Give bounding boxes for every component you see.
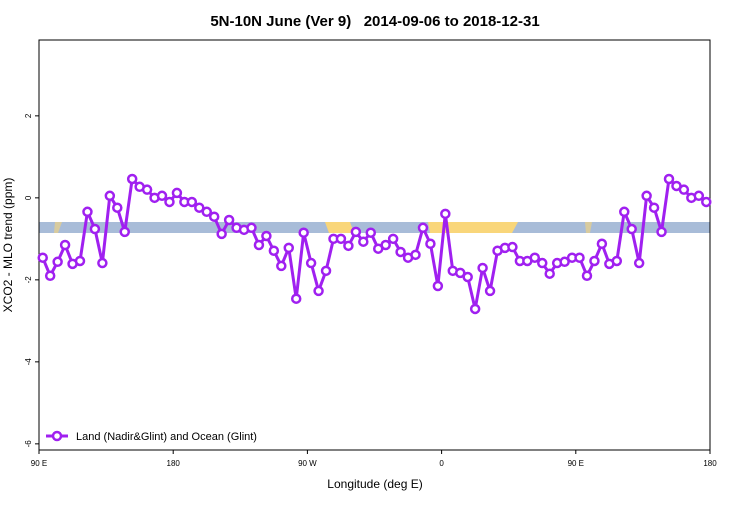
point [641, 190, 652, 202]
point [537, 257, 548, 269]
point [425, 238, 436, 250]
x-tick-label: 180 [703, 459, 717, 468]
point [320, 265, 332, 277]
point [596, 238, 608, 250]
point [156, 190, 168, 202]
point [387, 233, 399, 245]
point [574, 252, 585, 263]
x-tick-label: 0 [439, 459, 444, 468]
point [343, 240, 354, 252]
y-tick-label: 2 [24, 113, 33, 118]
point [253, 239, 265, 251]
point [52, 256, 63, 268]
point [507, 241, 518, 253]
point [693, 190, 705, 202]
point [484, 285, 496, 297]
point [171, 187, 183, 199]
legend-label: Land (Nadir&Glint) and Ocean (Glint) [76, 431, 257, 443]
point [59, 239, 71, 251]
point [74, 255, 86, 267]
point [469, 303, 481, 315]
legend: Land (Nadir&Glint) and Ocean (Glint) [46, 430, 257, 443]
point [246, 222, 257, 234]
point [380, 239, 391, 251]
point [648, 202, 660, 213]
point [395, 246, 406, 258]
point [89, 223, 101, 235]
point [216, 228, 227, 240]
point [44, 270, 56, 281]
point [611, 255, 623, 267]
point [208, 211, 220, 222]
point [186, 196, 198, 208]
land-patch [585, 222, 592, 233]
land-patch [428, 222, 518, 233]
x-tick-label: 90 W [298, 459, 317, 468]
point [194, 202, 205, 213]
point [477, 262, 488, 274]
point [656, 226, 667, 238]
y-tick-label: -4 [24, 358, 33, 366]
y-tick-label: -2 [24, 276, 33, 284]
point [126, 173, 138, 185]
legend-marker [51, 430, 63, 442]
point [633, 257, 645, 269]
point [529, 252, 541, 263]
point [581, 270, 593, 281]
point [112, 202, 123, 213]
point [454, 267, 466, 279]
point [350, 226, 362, 238]
plot-frame [38, 39, 711, 451]
point [678, 184, 690, 195]
point [268, 245, 280, 256]
point [358, 236, 369, 247]
point [290, 293, 302, 304]
point [544, 268, 555, 279]
point [97, 257, 108, 269]
point [141, 184, 153, 195]
x-tick-label: 180 [167, 459, 181, 468]
land-patch [325, 222, 354, 233]
point [335, 233, 347, 245]
surface-band [39, 222, 710, 233]
point [305, 257, 317, 269]
point [410, 249, 421, 261]
x-tick-label: 90 E [568, 459, 584, 468]
chart-title: 5N-10N June (Ver 9) 2014-09-06 to 2018-1… [210, 13, 539, 30]
point [37, 252, 48, 263]
y-tick-label: 0 [24, 195, 33, 200]
point [276, 260, 287, 272]
point [104, 190, 116, 202]
point [298, 227, 309, 238]
y-tick-label: -6 [24, 440, 33, 448]
point [223, 214, 235, 226]
point [701, 196, 712, 208]
point [283, 242, 295, 254]
point [313, 285, 324, 297]
point [559, 256, 570, 268]
y-axis-label: XCO2 - MLO trend (ppm) [1, 178, 15, 313]
point [365, 227, 377, 238]
point [462, 271, 473, 283]
land-patch [54, 222, 62, 233]
point [261, 230, 272, 242]
point [619, 206, 630, 218]
point [440, 208, 451, 220]
ocean-band [39, 222, 710, 233]
point [82, 206, 93, 218]
point [119, 226, 130, 238]
x-tick-label: 90 E [31, 459, 47, 468]
x-axis-label: Longitude (deg E) [327, 477, 422, 491]
point [201, 206, 212, 218]
point [432, 280, 444, 292]
point [626, 223, 637, 235]
point [589, 255, 600, 267]
point [417, 222, 429, 234]
point [663, 173, 675, 185]
point [164, 196, 175, 208]
